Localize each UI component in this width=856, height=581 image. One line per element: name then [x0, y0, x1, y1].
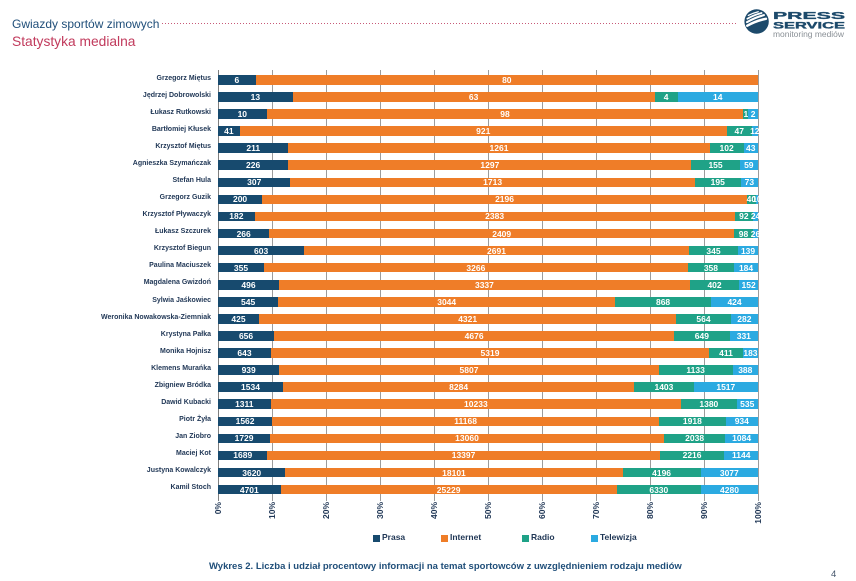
svg-text:monitoring mediów: monitoring mediów	[773, 30, 844, 39]
svg-text:PRESS: PRESS	[773, 11, 845, 22]
svg-text:SERVICE: SERVICE	[773, 21, 845, 31]
